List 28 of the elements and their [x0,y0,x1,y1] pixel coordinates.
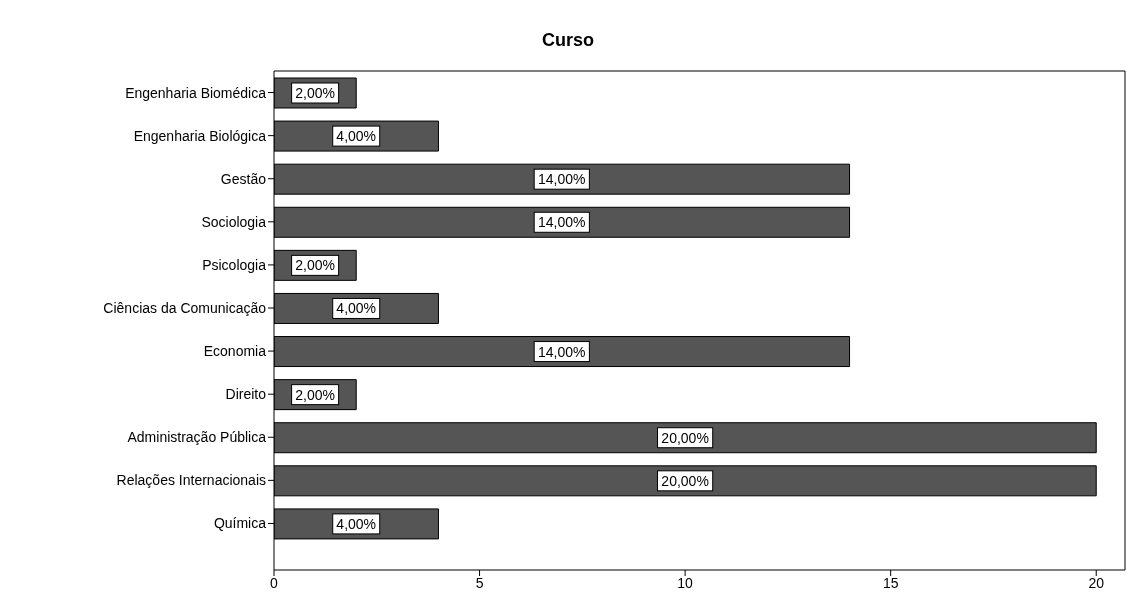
y-tick-label: Engenharia Biológica [133,127,267,144]
x-tick-label: 0 [270,574,279,591]
data-label: 4,00% [336,515,377,532]
chart-title: Curso [541,29,595,52]
x-tick-label: 10 [677,574,694,591]
y-tick-label: Engenharia Biomédica [125,84,267,101]
data-label: 14,00% [538,214,586,231]
x-tick-label: 15 [882,574,899,591]
y-tick-label: Química [213,515,267,532]
data-label: 4,00% [336,128,377,145]
y-tick-label: Gestão [220,170,267,187]
y-tick-label: Psicologia [202,256,267,273]
data-label: 14,00% [538,343,586,360]
data-label: 2,00% [295,386,335,403]
y-tick-label: Relações Internacionais [116,472,266,489]
x-tick-label: 5 [475,574,484,591]
y-tick-label: Administração Pública [127,429,267,446]
data-label: 4,00% [336,300,377,317]
y-tick-label: Ciências da Comunicação [103,299,267,316]
y-tick-label: Direito [225,386,267,403]
data-label: 2,00% [295,85,335,101]
data-label: 20,00% [661,472,709,489]
data-label: 14,00% [538,171,586,188]
data-label: 20,00% [661,429,709,446]
y-tick-label: Sociologia [201,213,267,230]
y-tick-label: Economia [203,343,267,360]
data-label: 2,00% [295,257,335,274]
x-tick-label: 20 [1088,574,1105,591]
